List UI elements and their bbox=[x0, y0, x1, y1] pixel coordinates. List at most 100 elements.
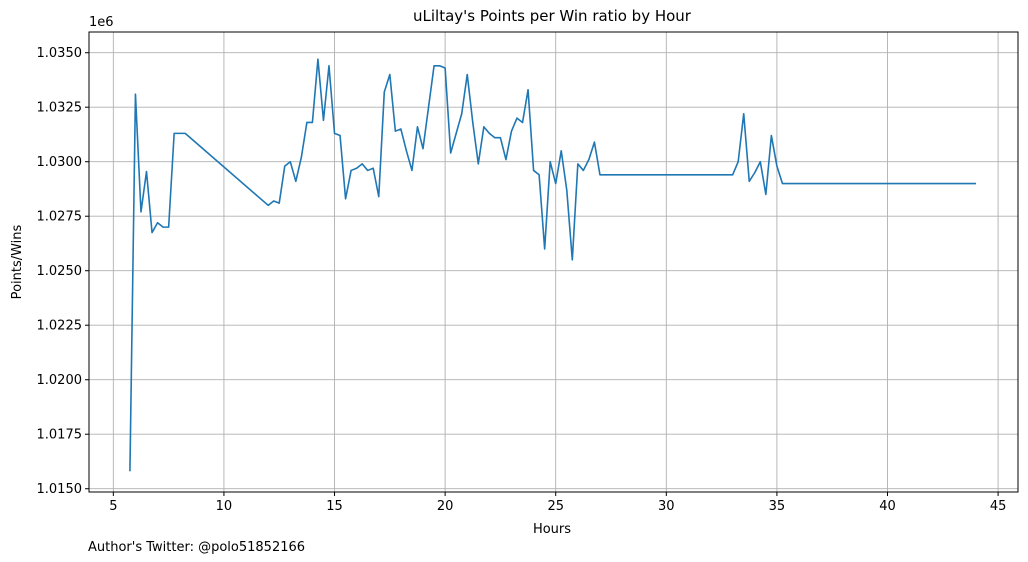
series-data-point bbox=[543, 248, 545, 250]
series-data-point bbox=[588, 158, 590, 160]
series-data-point bbox=[361, 163, 363, 165]
y-tick-label: 1.0250 bbox=[37, 264, 83, 279]
series-data-point bbox=[411, 169, 413, 171]
series-data-point bbox=[378, 195, 380, 197]
series-data-point bbox=[505, 158, 507, 160]
series-data-point bbox=[770, 134, 772, 136]
chart-title: uLiltay's Points per Win ratio by Hour bbox=[413, 7, 692, 25]
series-data-point bbox=[516, 117, 518, 119]
series-data-point bbox=[416, 126, 418, 128]
series-data-point bbox=[433, 65, 435, 67]
series-data-point bbox=[455, 132, 457, 134]
x-tick-label: 30 bbox=[658, 499, 675, 514]
grid bbox=[89, 32, 1018, 492]
series-data-point bbox=[405, 150, 407, 152]
series-data-point bbox=[488, 132, 490, 134]
series-data-point bbox=[383, 91, 385, 93]
series-data-point bbox=[278, 202, 280, 204]
x-tick-label: 40 bbox=[879, 499, 896, 514]
series-data-point bbox=[173, 132, 175, 134]
plot-frame bbox=[88, 31, 1019, 493]
series-data-point bbox=[499, 137, 501, 139]
series-data-point bbox=[151, 231, 153, 233]
series-data-point bbox=[555, 182, 557, 184]
series-data-point bbox=[167, 226, 169, 228]
series-data-point bbox=[538, 174, 540, 176]
series-data-point bbox=[466, 73, 468, 75]
y-tick-label: 1.0225 bbox=[37, 319, 83, 334]
x-tick-label: 15 bbox=[326, 499, 343, 514]
y-tick-label: 1.0300 bbox=[37, 155, 83, 170]
series-data-point bbox=[267, 204, 269, 206]
series-data-point bbox=[521, 121, 523, 123]
series-data-point bbox=[737, 161, 739, 163]
series-data-point bbox=[355, 167, 357, 169]
series-data-point bbox=[400, 128, 402, 130]
series-data-point bbox=[289, 161, 291, 163]
x-tick-label: 5 bbox=[109, 499, 117, 514]
series-data-point bbox=[438, 65, 440, 67]
series-data-point bbox=[184, 132, 186, 134]
series-data-point bbox=[494, 137, 496, 139]
series-data-point bbox=[748, 180, 750, 182]
series-data-point bbox=[284, 165, 286, 167]
series-data-point bbox=[156, 222, 158, 224]
series-data-point bbox=[577, 163, 579, 165]
series-data-point bbox=[549, 161, 551, 163]
series-data-point bbox=[449, 152, 451, 154]
series-data-point bbox=[367, 169, 369, 171]
series-data-point bbox=[272, 200, 274, 202]
x-axis-label: Hours bbox=[533, 522, 571, 537]
series-data-point bbox=[510, 130, 512, 132]
series-data-point bbox=[422, 147, 424, 149]
x-tick-label: 35 bbox=[769, 499, 786, 514]
series-data-point bbox=[339, 134, 341, 136]
series-data-point bbox=[461, 113, 463, 115]
series-data-point bbox=[389, 73, 391, 75]
y-tick-label: 1.0325 bbox=[37, 101, 83, 116]
series-data-point bbox=[776, 165, 778, 167]
series-data-point bbox=[759, 161, 761, 163]
series-data-point bbox=[781, 182, 783, 184]
series-data-point bbox=[743, 113, 745, 115]
series-area bbox=[129, 58, 977, 472]
series-data-point bbox=[140, 211, 142, 213]
series-data-point bbox=[477, 163, 479, 165]
series-data-point bbox=[328, 65, 330, 67]
series-data-point bbox=[731, 174, 733, 176]
x-tick-label: 10 bbox=[216, 499, 233, 514]
series-data-point bbox=[566, 189, 568, 191]
x-tick-label: 20 bbox=[437, 499, 454, 514]
x-tick-label: 25 bbox=[547, 499, 564, 514]
series-data-point bbox=[295, 180, 297, 182]
axis-ticks: 5 10 15 20 25 30 35 40 45 1.0150 1.0175 1.0200 1.022… bbox=[37, 46, 1007, 514]
y-tick-label: 1.0275 bbox=[37, 210, 83, 225]
series-data-point bbox=[582, 169, 584, 171]
series-data-point bbox=[604, 174, 606, 176]
series-data-point bbox=[129, 470, 131, 472]
series-data-point bbox=[134, 93, 136, 95]
series-data-point bbox=[472, 121, 474, 123]
series-data-point bbox=[333, 132, 335, 134]
series-data-point bbox=[162, 226, 164, 228]
series-data-point bbox=[311, 121, 313, 123]
y-tick-label: 1.0200 bbox=[37, 373, 83, 388]
series-line-0 bbox=[129, 58, 976, 472]
series-data-point bbox=[975, 182, 977, 184]
y-tick-label: 1.0350 bbox=[37, 46, 83, 61]
series-data-point bbox=[394, 130, 396, 132]
series-data-point bbox=[427, 106, 429, 108]
series-data-point bbox=[599, 174, 601, 176]
x-tick-label: 45 bbox=[990, 499, 1007, 514]
series-data-point bbox=[306, 121, 308, 123]
y-offset-label: 1e6 bbox=[89, 15, 114, 30]
series-data-point bbox=[322, 119, 324, 121]
series-data-point bbox=[300, 156, 302, 158]
series-data-point bbox=[754, 171, 756, 173]
series-data-point bbox=[483, 126, 485, 128]
series-data-point bbox=[560, 150, 562, 152]
y-tick-label: 1.0150 bbox=[37, 482, 83, 497]
series-data-point bbox=[527, 89, 529, 91]
